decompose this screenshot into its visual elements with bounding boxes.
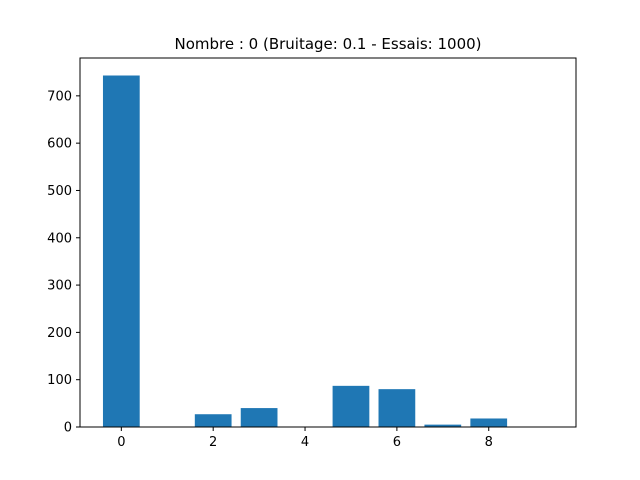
bar-0 xyxy=(102,75,140,427)
y-tick-label: 500 xyxy=(47,184,72,199)
chart-title: Nombre : 0 (Bruitage: 0.1 - Essais: 1000… xyxy=(174,35,481,53)
y-tick-label: 200 xyxy=(47,326,72,341)
x-tick-label: 6 xyxy=(393,435,401,450)
y-tick-label: 400 xyxy=(47,231,72,246)
x-tick-label: 2 xyxy=(209,435,217,450)
bars-group xyxy=(102,75,508,427)
y-tick-label: 0 xyxy=(64,421,72,436)
y-tick-label: 700 xyxy=(47,89,72,104)
y-tick-label: 100 xyxy=(47,373,72,388)
bar-6 xyxy=(378,389,416,427)
bar-7 xyxy=(424,424,462,427)
y-tick-label: 300 xyxy=(47,279,72,294)
bar-8 xyxy=(470,418,508,427)
y-axis: 0 100 200 300 400 500 600 700 xyxy=(47,89,80,436)
x-axis: 0 2 4 6 8 xyxy=(117,427,493,450)
x-tick-label: 0 xyxy=(117,435,125,450)
plot-frame xyxy=(79,57,577,428)
bar-2 xyxy=(194,414,232,427)
bar-3 xyxy=(240,408,278,427)
x-tick-label: 8 xyxy=(485,435,493,450)
x-tick-label: 4 xyxy=(301,435,309,450)
bar-5 xyxy=(332,385,370,427)
y-tick-label: 600 xyxy=(47,137,72,152)
